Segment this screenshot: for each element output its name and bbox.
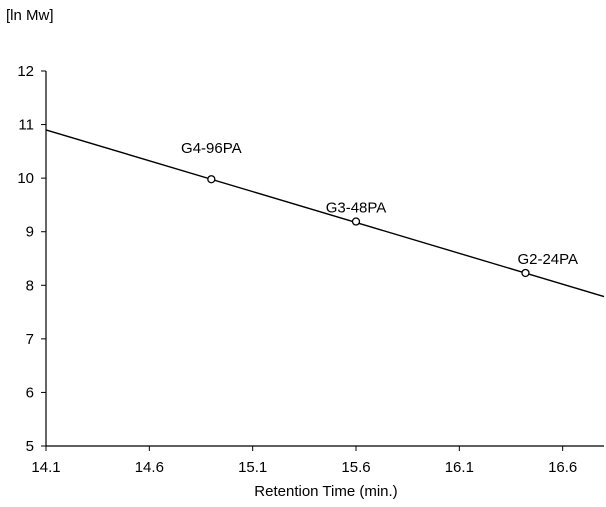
axes [45,71,604,447]
point-label: G3-48PA [326,200,387,217]
x-tick-label: 14.6 [135,459,164,476]
x-tick-label: 16.1 [445,459,474,476]
y-tick-label: 7 [26,331,34,348]
y-ticks: 5 6 7 8 9 10 11 12 [17,63,46,455]
y-axis-label: [ln Mw] [6,7,54,24]
y-tick-label: 5 [26,438,34,455]
point-label: G2-24PA [517,251,578,268]
y-tick-label: 9 [26,224,34,241]
y-tick-label: 8 [26,277,34,294]
data-point [207,175,216,184]
y-tick-label: 10 [17,170,34,187]
fit-line-group [45,129,605,298]
data-points: G4-96PA G3-48PA G2-24PA [181,140,578,278]
y-tick-label: 11 [18,117,34,134]
x-tick-label: 14.1 [31,459,60,476]
x-ticks: 14.1 14.6 15.1 15.6 16.1 16.6 [31,446,577,476]
point-label: G4-96PA [181,140,242,157]
data-point [521,268,530,278]
fit-line [45,129,605,298]
x-axis-label: Retention Time (min.) [254,483,397,500]
y-tick-label: 6 [26,384,34,401]
x-tick-label: 16.6 [548,459,577,476]
x-tick-label: 15.1 [238,459,267,476]
x-tick-label: 15.6 [341,459,370,476]
y-tick-label: 12 [17,63,34,80]
data-point [351,217,361,226]
